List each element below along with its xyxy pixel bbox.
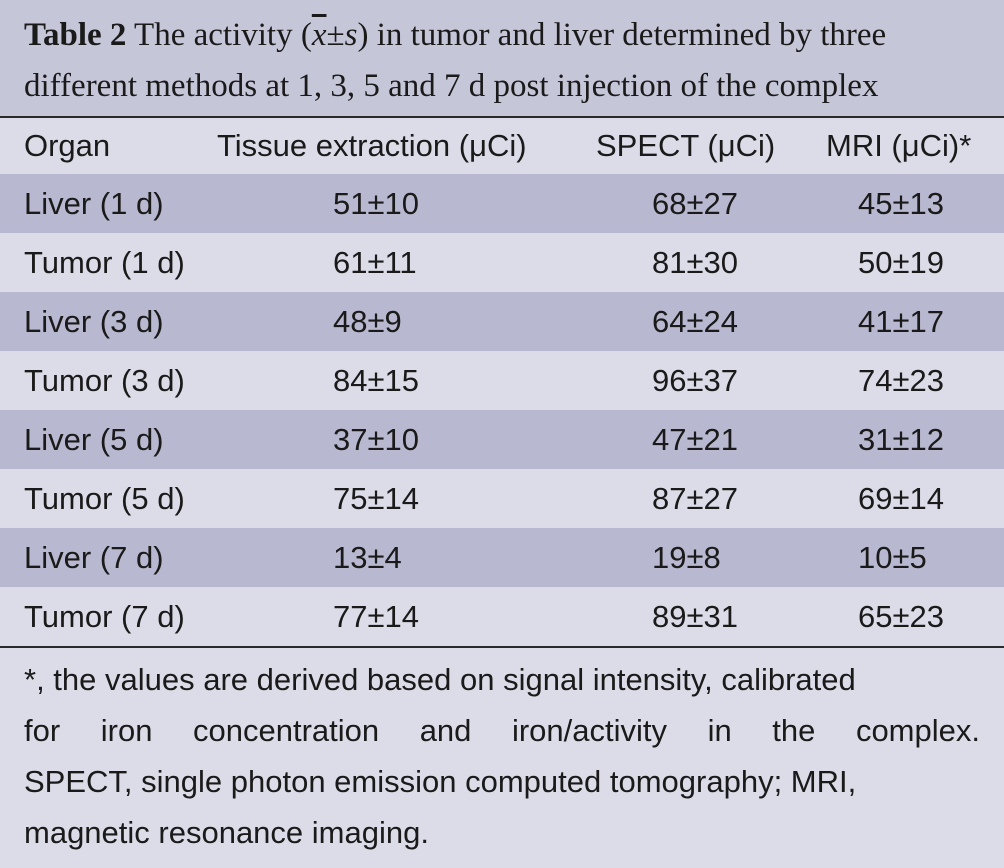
cell-spect: 64±24 — [652, 303, 738, 339]
cell-organ: Liver (1 d) — [24, 185, 164, 221]
caption-line-2: different methods at 1, 3, 5 and 7 d pos… — [24, 68, 879, 104]
cell-mri: 74±23 — [858, 362, 944, 398]
header-mri: MRI (μCi)* — [826, 128, 972, 163]
caption-label: Table 2 — [24, 17, 127, 53]
cell-mri: 41±17 — [858, 303, 944, 339]
footnote-line: for iron concentration and iron/activity… — [24, 713, 980, 748]
top-rule — [0, 116, 1004, 118]
cell-spect: 19±8 — [652, 539, 721, 575]
cell-spect: 89±31 — [652, 598, 738, 634]
footnote-line: SPECT, single photon emission computed t… — [24, 764, 857, 799]
cell-organ: Liver (7 d) — [24, 539, 164, 575]
caption-text-after: ) in tumor and liver determined by three — [357, 17, 887, 53]
cell-tissue: 61±11 — [333, 244, 417, 280]
cell-mri: 50±19 — [858, 244, 944, 280]
cell-tissue: 51±10 — [333, 185, 419, 221]
header-tissue-extraction: Tissue extraction (μCi) — [217, 128, 527, 163]
cell-organ: Liver (5 d) — [24, 421, 164, 457]
header-organ: Organ — [24, 128, 111, 163]
caption-s: s — [344, 17, 358, 53]
caption-pm: ± — [326, 17, 345, 53]
cell-spect: 68±27 — [652, 185, 738, 221]
table-footnote: *, the values are derived based on signa… — [0, 648, 1004, 868]
cell-organ: Tumor (5 d) — [24, 480, 185, 516]
table-row: Liver (1 d) 51±10 68±27 45±13 — [0, 174, 1004, 233]
table-row: Tumor (5 d) 75±14 87±27 69±14 — [0, 469, 1004, 528]
cell-mri: 31±12 — [858, 421, 944, 457]
footnote-line: *, the values are derived based on signa… — [24, 662, 856, 697]
cell-tissue: 77±14 — [333, 598, 419, 634]
caption-text-before: The activity ( — [126, 17, 312, 53]
cell-tissue: 48±9 — [333, 303, 402, 339]
table-caption: Table 2 The activity (x±s) in tumor and … — [0, 0, 1004, 116]
table-row: Liver (7 d) 13±4 19±8 10±5 — [0, 528, 1004, 587]
cell-mri: 10±5 — [858, 539, 927, 575]
cell-spect: 47±21 — [652, 421, 738, 457]
cell-mri: 65±23 — [858, 598, 944, 634]
cell-organ: Tumor (7 d) — [24, 598, 185, 634]
cell-tissue: 84±15 — [333, 362, 419, 398]
caption-line-1: Table 2 The activity (x±s) in tumor and … — [24, 10, 980, 61]
bottom-rule — [0, 646, 1004, 648]
cell-spect: 96±37 — [652, 362, 738, 398]
cell-spect: 87±27 — [652, 480, 738, 516]
cell-mri: 69±14 — [858, 480, 944, 516]
table-row: Tumor (7 d) 77±14 89±31 65±23 — [0, 587, 1004, 646]
cell-organ: Liver (3 d) — [24, 303, 164, 339]
header-spect: SPECT (μCi) — [596, 128, 776, 163]
data-table: Organ Tissue extraction (μCi) SPECT (μCi… — [0, 118, 1004, 646]
cell-organ: Tumor (3 d) — [24, 362, 185, 398]
table-row: Liver (3 d) 48±9 64±24 41±17 — [0, 292, 1004, 351]
footnote-line: magnetic resonance imaging. — [24, 815, 429, 850]
table-row: Liver (5 d) 37±10 47±21 31±12 — [0, 410, 1004, 469]
cell-tissue: 75±14 — [333, 480, 419, 516]
cell-spect: 81±30 — [652, 244, 738, 280]
cell-tissue: 37±10 — [333, 421, 419, 457]
cell-tissue: 13±4 — [333, 539, 402, 575]
table-row: Tumor (3 d) 84±15 96±37 74±23 — [0, 351, 1004, 410]
cell-mri: 45±13 — [858, 185, 944, 221]
table-row: Tumor (1 d) 61±11 81±30 50±19 — [0, 233, 1004, 292]
cell-organ: Tumor (1 d) — [24, 244, 185, 280]
caption-xbar: x — [311, 17, 327, 53]
table-header-row: Organ Tissue extraction (μCi) SPECT (μCi… — [0, 118, 1004, 174]
